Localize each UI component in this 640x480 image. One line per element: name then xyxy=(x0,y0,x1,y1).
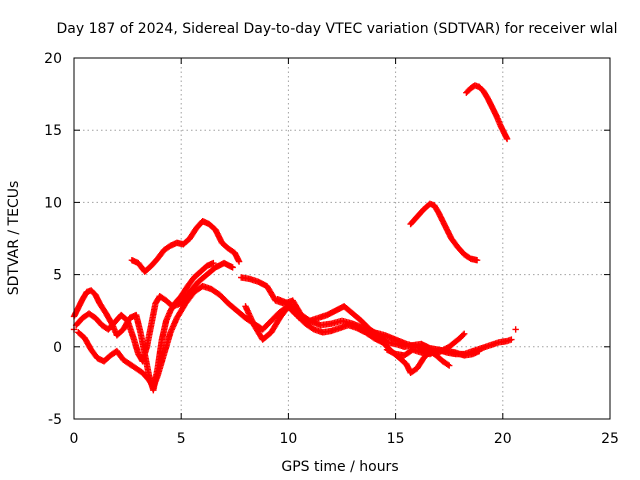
data-point xyxy=(446,362,453,369)
y-axis-label: SDTVAR / TECUs xyxy=(6,181,22,296)
series-arc-f xyxy=(242,303,453,376)
x-tick-label: 15 xyxy=(387,431,405,447)
series-arc-j xyxy=(463,82,511,143)
x-tick-label: 20 xyxy=(494,431,512,447)
data-point xyxy=(508,336,515,343)
x-tick-label: 25 xyxy=(601,431,619,447)
data-point xyxy=(444,361,452,368)
y-tick-label: -5 xyxy=(48,412,62,428)
x-tick-label: 5 xyxy=(177,431,186,447)
y-tick-label: 20 xyxy=(44,51,62,67)
data-point xyxy=(210,259,217,267)
tick-layer: 0 5 10 15 20 25 -5 0 5 10 15 20 xyxy=(44,51,619,447)
data-point xyxy=(461,330,468,338)
series-arc-d xyxy=(128,217,243,275)
series-arc-b xyxy=(72,259,236,365)
x-tick-label: 0 xyxy=(70,431,79,447)
chart-title: Day 187 of 2024, Sidereal Day-to-day VTE… xyxy=(56,21,617,37)
y-tick-label: 15 xyxy=(44,123,62,139)
data-point xyxy=(476,347,483,355)
data-point xyxy=(229,264,236,271)
y-tick-label: 10 xyxy=(44,195,62,211)
grid-layer xyxy=(74,58,610,419)
plot-frame xyxy=(73,57,611,420)
series-arc-h xyxy=(383,346,483,359)
y-tick-label: 0 xyxy=(53,340,62,356)
x-tick-label: 10 xyxy=(279,431,297,447)
data-layer xyxy=(70,82,519,394)
data-point xyxy=(235,258,243,265)
data-point xyxy=(503,135,511,143)
x-axis-label: GPS time / hours xyxy=(281,459,398,475)
data-point xyxy=(512,326,519,333)
series-arc-i xyxy=(407,200,481,264)
y-tick-label: 5 xyxy=(53,268,62,284)
data-point xyxy=(459,331,467,339)
data-point xyxy=(473,256,481,264)
